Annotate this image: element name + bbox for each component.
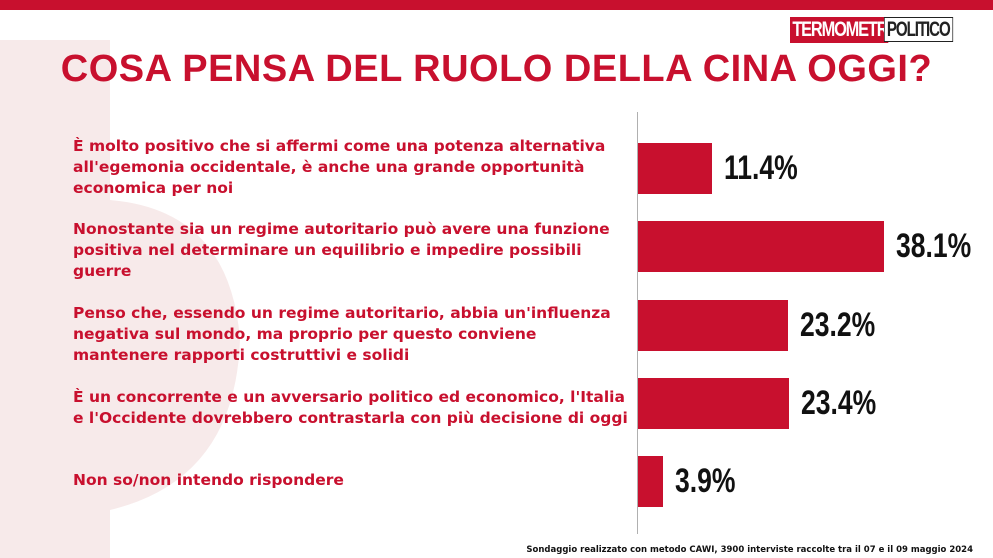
chart-title: COSA PENSA DEL RUOLO DELLA CINA OGGI? (60, 48, 933, 90)
bar-3 (638, 300, 788, 351)
brand-logo-part1: TERMOMETRO (790, 17, 900, 43)
bar-4 (638, 378, 789, 429)
category-axis-line (637, 112, 638, 534)
value-label-3: 23.2% (800, 306, 876, 344)
bar-2 (638, 221, 884, 272)
top-accent-bar (0, 0, 993, 10)
category-label-3: Penso che, essendo un regime autoritario… (73, 304, 611, 364)
value-label-1: 11.4% (724, 149, 798, 187)
bar-5 (638, 456, 663, 507)
category-label-4: È un concorrente e un avversario politic… (73, 388, 628, 427)
value-label-2: 38.1% (896, 227, 972, 265)
brand-logo: TERMOMETRO POLITICO (790, 17, 954, 43)
bar-1 (638, 143, 712, 194)
value-label-4: 23.4% (801, 384, 877, 422)
value-label-5: 3.9% (675, 462, 736, 500)
category-label-1: È molto positivo che si affermi come una… (73, 137, 606, 197)
brand-logo-part2: POLITICO (884, 17, 954, 42)
survey-footnote: Sondaggio realizzato con metodo CAWI, 39… (526, 545, 973, 555)
category-label-5: Non so/non intendo rispondere (73, 471, 344, 489)
category-label-2: Nonostante sia un regime autoritario può… (73, 220, 610, 280)
